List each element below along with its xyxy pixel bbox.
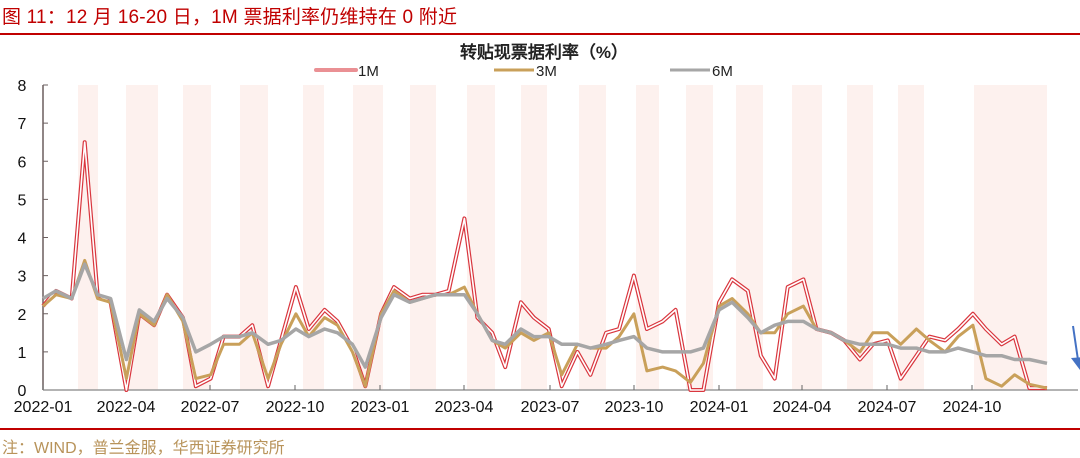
legend: 1M 3M 6M — [314, 63, 733, 80]
top-divider — [0, 33, 1080, 35]
x-tick-label: 2023-07 — [521, 399, 580, 416]
band — [974, 85, 1047, 390]
x-axis: 2022-01 2022-04 2022-07 2022-10 2023-01 2023-… — [14, 385, 1078, 416]
y-tick-label: 8 — [18, 78, 27, 95]
y-tick-label: 7 — [18, 116, 27, 133]
series-6m — [42, 262, 1048, 369]
x-tick-label: 2024-10 — [943, 399, 1002, 416]
y-tick-label: 0 — [18, 383, 27, 400]
source-note: 注：WIND，普兰金服，华西证券研究所 — [2, 440, 285, 457]
band — [792, 85, 822, 390]
y-tick-label: 5 — [18, 192, 27, 209]
down-arrow-annotation — [1071, 325, 1080, 370]
x-tick-label: 2022-04 — [97, 399, 156, 416]
y-tick-label: 2 — [18, 307, 27, 324]
band — [467, 85, 495, 390]
x-tick-label: 2022-10 — [266, 399, 325, 416]
bottom-divider — [0, 428, 1080, 430]
y-tick-label: 3 — [18, 269, 27, 286]
x-tick-label: 2024-07 — [858, 399, 917, 416]
x-tick-label: 2023-04 — [435, 399, 494, 416]
legend-item-1m: 1M — [314, 63, 379, 80]
legend-item-3m: 3M — [494, 63, 557, 80]
x-tick-label: 2023-01 — [351, 399, 410, 416]
series-lines — [41, 140, 1048, 392]
figure-title: 图 11：12 月 16-20 日，1M 票据利率仍维持在 0 附近 — [2, 7, 458, 28]
band — [353, 85, 383, 390]
band — [303, 85, 324, 390]
x-tick-label: 2022-07 — [181, 399, 240, 416]
x-tick-label: 2022-01 — [14, 399, 73, 416]
band — [579, 85, 606, 390]
band — [410, 85, 436, 390]
svg-text:6M: 6M — [712, 63, 733, 80]
svg-text:1M: 1M — [358, 63, 379, 80]
legend-item-6m: 6M — [670, 63, 733, 80]
month-end-bands — [78, 85, 1047, 390]
svg-text:3M: 3M — [536, 63, 557, 80]
y-tick-label: 1 — [18, 345, 27, 362]
x-tick-label: 2024-04 — [773, 399, 832, 416]
band — [78, 85, 98, 390]
band — [898, 85, 924, 390]
y-tick-label: 6 — [18, 154, 27, 171]
chart-title: 转贴现票据利率（%） — [460, 42, 628, 62]
band — [240, 85, 268, 390]
x-tick-label: 2024-01 — [690, 399, 749, 416]
x-tick-label: 2023-10 — [605, 399, 664, 416]
y-tick-label: 4 — [18, 231, 27, 248]
y-axis: 0 1 2 3 4 5 6 7 8 — [18, 78, 48, 400]
band — [521, 85, 547, 390]
